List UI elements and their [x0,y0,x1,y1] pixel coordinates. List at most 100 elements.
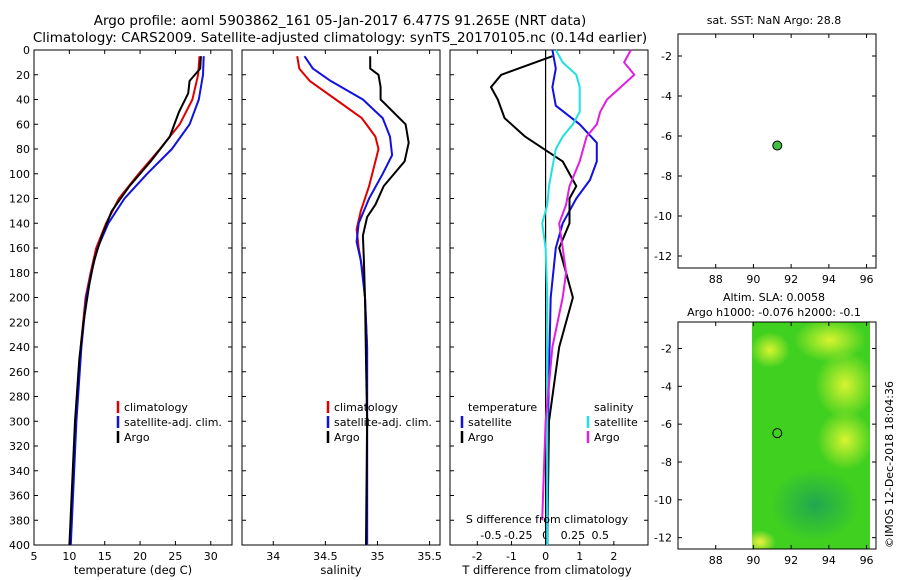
y-tick-label: -8 [661,170,672,183]
y-tick-label: 240 [9,341,30,354]
s-tick-label: 0.25 [561,529,586,542]
series-line-climatology [69,56,201,546]
y-tick-label: -8 [661,456,672,469]
legend-label-satellite: satellite-adj. clim. [334,416,432,429]
legend-label-s-argo: Argo [594,431,620,444]
y-tick-label: 100 [9,168,30,181]
x-tick-label: 35 [370,550,384,563]
sla-patch-yellow-sw [752,530,776,549]
y-tick-label: 180 [9,267,30,280]
difference-xlabel-top: S difference from climatology [466,513,629,526]
y-tick-label: -10 [654,494,672,507]
y-tick-label: 160 [9,242,30,255]
series-line-s-argo [541,49,636,521]
y-tick-label: 220 [9,316,30,329]
x-tick-label: 94 [822,273,836,286]
x-tick-label: 90 [746,554,760,567]
x-tick-label: 92 [784,273,798,286]
sla-patch-yellow-e [815,351,870,419]
title-line-1: Argo profile: aoml 5903862_161 05-Jan-20… [94,13,586,29]
y-tick-label: 40 [16,94,30,107]
y-tick-label: 140 [9,217,30,230]
x-tick-label: 96 [860,554,874,567]
x-tick-label: 34.5 [313,550,338,563]
sla-map-frame [677,321,877,550]
x-tick-label: 10 [62,550,76,563]
s-tick-label: -0.5 [480,529,501,542]
legend-label-s-satellite: satellite [594,416,638,429]
sla-patch-darkgreen-s [771,469,859,541]
salinity-panel-frame [241,49,441,546]
legend-label-climatology: climatology [334,401,398,414]
x-tick-label: 0 [542,550,549,563]
x-tick-label: 5 [31,550,38,563]
legend-label-argo: Argo [124,431,150,444]
temperature-series [68,56,205,546]
temperature-axis-ticks: 0 20 40 60 80 100 120 140 160 180 200 220 240 260 280 3… [9,44,232,563]
s-tick-label: 0.5 [591,529,609,542]
y-tick-label: -12 [654,532,672,545]
legend-label-t-argo: Argo [468,431,494,444]
y-tick-label: 120 [9,193,30,206]
y-tick-label: 360 [9,490,30,503]
legend-label-argo: Argo [334,431,360,444]
y-tick-label: -4 [661,380,672,393]
x-tick-label: 96 [860,273,874,286]
salinity-axis-ticks: 34 34.5 35 35.5 [242,49,442,563]
y-tick-label: -4 [661,90,672,103]
temperature-panel-frame [33,49,233,546]
imos-credit: ©IMOS 12-Dec-2018 18:04:36 [883,381,896,548]
x-tick-label: 88 [709,554,723,567]
sla-map-axis-ticks: -2 -4 -6 -8 -10 -12 88 90 92 94 96 [654,322,876,567]
sla-map-points [772,428,783,439]
y-tick-label: -2 [661,50,672,63]
difference-xlabel: T difference from climatology [461,563,632,577]
sst-map-title: sat. SST: NaN Argo: 28.8 [707,14,841,27]
series-line-argo [68,56,202,546]
y-tick-label: 300 [9,415,30,428]
y-tick-label: 280 [9,391,30,404]
s-tick-label: -0.25 [504,529,532,542]
series-line-t-satellite [546,49,598,545]
x-tick-label: 34 [266,550,280,563]
x-tick-label: 25 [168,550,182,563]
sst-map-axis-ticks: -2 -4 -6 -8 -10 -12 88 90 92 94 96 [654,34,876,286]
argo-location-marker [772,428,783,439]
y-tick-label: -2 [661,342,672,355]
legend-label-satellite: satellite-adj. clim. [124,416,222,429]
x-tick-label: -1 [506,550,517,563]
x-tick-label: 15 [98,550,112,563]
salinity-xlabel: salinity [320,563,361,577]
difference-series [490,49,636,546]
sla-heatmap [752,322,870,549]
difference-legend: temperature salinity satellite Argo sate… [460,401,638,444]
temperature-xlabel: temperature (deg C) [74,563,192,577]
y-tick-label: 80 [16,143,30,156]
y-tick-label: -6 [661,418,672,431]
legend-header-salinity: salinity [594,401,634,414]
series-line-s-satellite [541,49,581,545]
y-tick-label: 20 [16,69,30,82]
legend-label-climatology: climatology [124,401,188,414]
x-tick-label: 2 [610,550,617,563]
title-line-2: Climatology: CARS2009. Satellite-adjuste… [33,30,647,46]
legend-header-temperature: temperature [468,401,537,414]
sla-map-title-2: Argo h1000: -0.076 h2000: -0.1 [687,306,861,319]
x-tick-label: 30 [204,550,218,563]
salinity-series [296,55,410,546]
y-tick-label: -6 [661,130,672,143]
y-tick-label: 60 [16,118,30,131]
x-tick-label: 35.5 [417,550,442,563]
x-tick-label: 90 [746,273,760,286]
x-tick-label: 20 [133,550,147,563]
series-line-satellite-adj-clim- [69,56,205,546]
y-tick-label: -10 [654,210,672,223]
temperature-legend: climatology satellite-adj. clim. Argo [116,401,222,444]
y-tick-label: 380 [9,514,30,527]
sla-patch-yellow-nw [752,332,790,368]
sla-map-title-1: Altim. SLA: 0.0058 [723,291,825,304]
series-line-t-argo [490,55,578,546]
y-tick-label: 340 [9,465,30,478]
x-tick-label: -2 [472,550,483,563]
